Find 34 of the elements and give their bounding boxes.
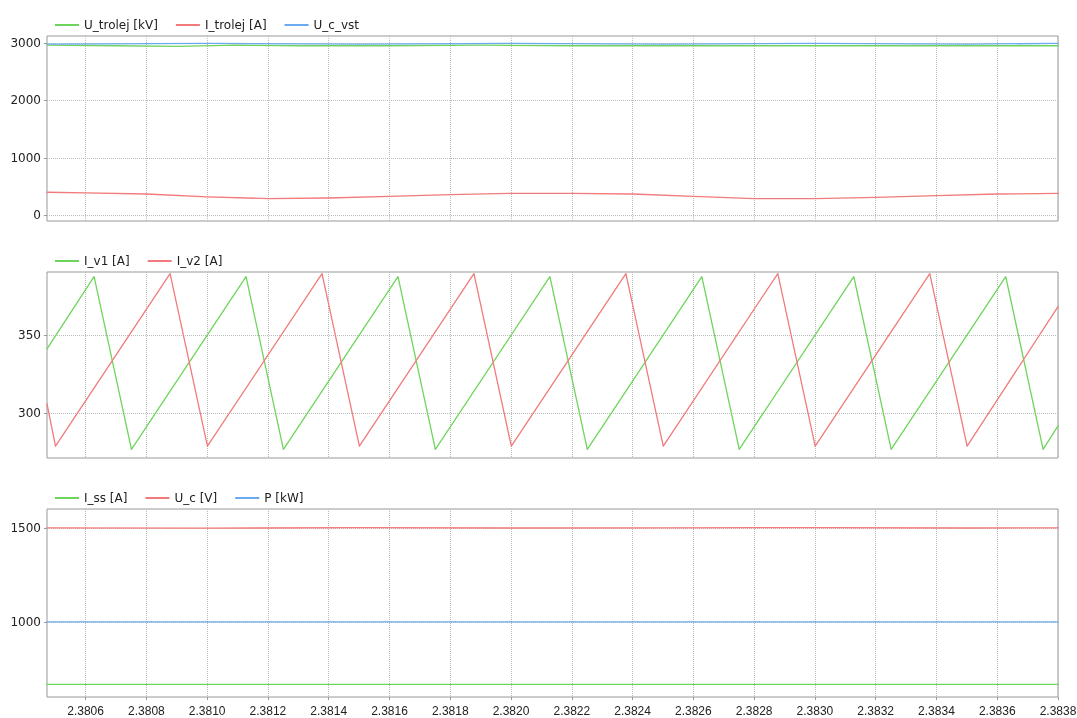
x-tick-label: 2.3812: [249, 704, 287, 718]
legend-label: I_v2 [A]: [176, 254, 223, 268]
x-tick-label: 2.3810: [188, 704, 226, 718]
x-tick-label: 2.3806: [67, 704, 105, 718]
y-tick-label: 2000: [10, 93, 41, 108]
y-tick-label: 300: [18, 406, 41, 421]
legend-label: U_c [V]: [174, 491, 218, 505]
y-tick-label: 3000: [10, 35, 41, 50]
legend-label: I_ss [A]: [84, 491, 128, 505]
y-tick-label: 350: [18, 327, 41, 342]
x-tick-label: 2.3808: [128, 704, 166, 718]
x-tick-label: 2.3834: [918, 704, 956, 718]
x-tick-label: 2.3824: [614, 704, 652, 718]
x-tick-label: 2.3826: [675, 704, 713, 718]
x-tick-label: 2.3838: [1039, 704, 1077, 718]
x-tick-label: 2.3836: [978, 704, 1016, 718]
x-tick-label: 2.3818: [431, 704, 469, 718]
line-series: [46, 191, 1059, 200]
legend-label: U_c_vst: [313, 18, 360, 32]
legend-label: I_v1 [A]: [84, 254, 130, 268]
x-tick-label: 2.3816: [371, 704, 409, 718]
x-tick-label: 2.3830: [796, 704, 834, 718]
y-tick-label: 1000: [10, 150, 41, 165]
x-tick-label: 2.3832: [857, 704, 895, 718]
y-tick-label: 1500: [10, 520, 41, 535]
x-tick-label: 2.3828: [735, 704, 773, 718]
legend-label: P [kW]: [264, 491, 304, 505]
legend-label: U_trolej [kV]: [84, 18, 158, 32]
x-tick-label: 2.3822: [553, 704, 591, 718]
x-tick-label: 2.3820: [492, 704, 530, 718]
y-tick-label: 0: [33, 208, 41, 223]
y-tick-label: 1000: [10, 614, 41, 629]
legend-label: I_trolej [A]: [204, 18, 267, 32]
x-tick-label: 2.3814: [310, 704, 348, 718]
